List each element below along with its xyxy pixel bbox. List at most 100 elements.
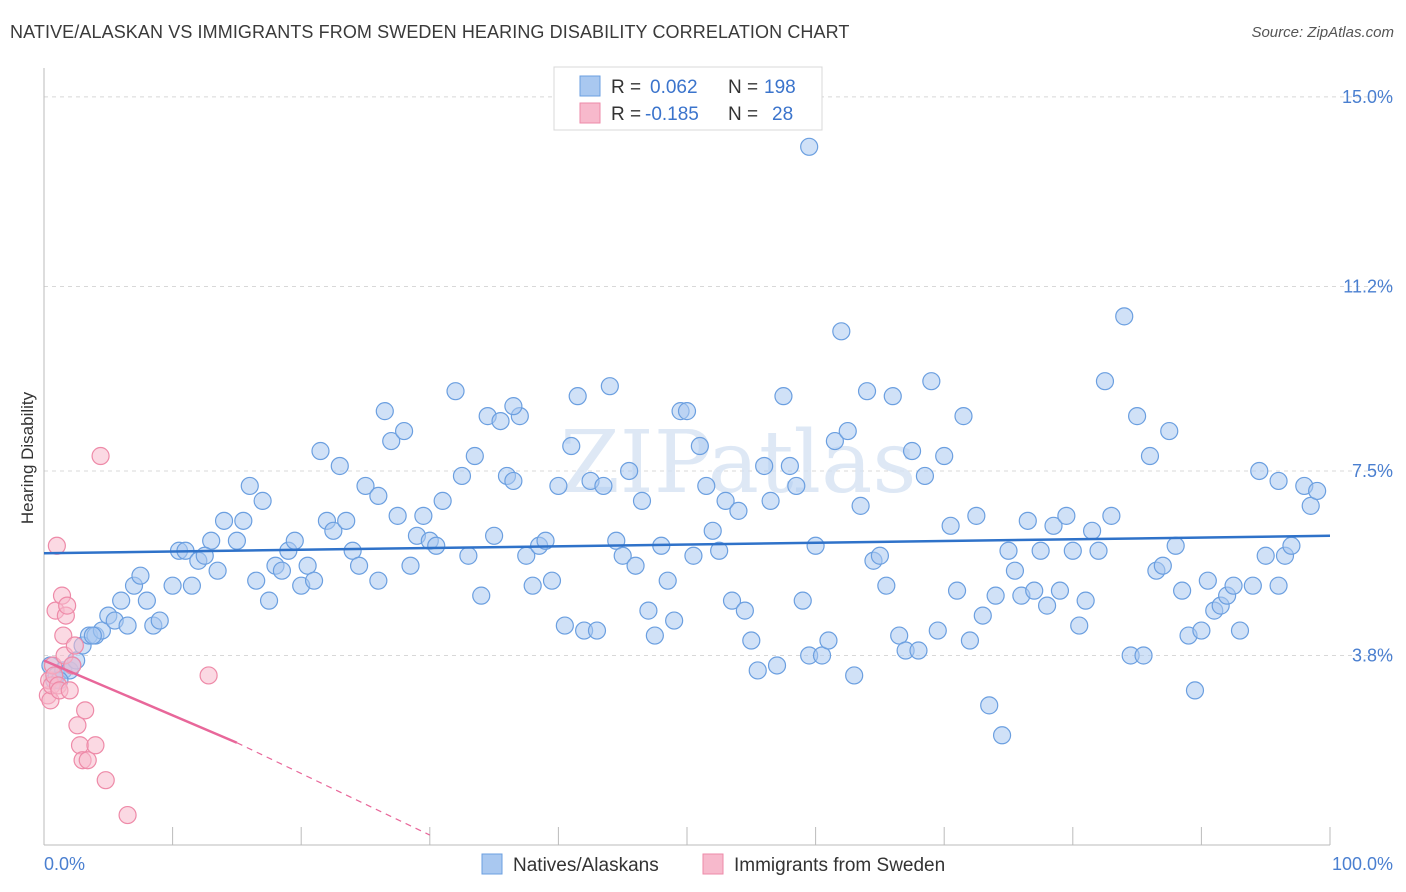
native-point-119 <box>832 322 851 341</box>
native-point-63 <box>472 586 491 605</box>
y-tick-labels: 3.8% 7.5% 11.2% 15.0% <box>1342 87 1393 666</box>
native-point-153 <box>1050 581 1070 600</box>
native-point-13 <box>118 616 137 635</box>
trend-line-sweden-extension <box>236 742 431 836</box>
native-point-40 <box>311 441 330 461</box>
native-point-42 <box>324 521 343 540</box>
native-point-45 <box>343 541 362 560</box>
native-point-53 <box>401 556 420 575</box>
native-point-89 <box>639 601 658 620</box>
native-point-78 <box>568 387 587 406</box>
native-point-142 <box>980 696 999 715</box>
bottom-legend-swatch-pink <box>702 853 724 875</box>
native-point-157 <box>1076 591 1095 610</box>
native-point-137 <box>947 581 967 600</box>
native-point-61 <box>459 546 478 565</box>
legend-r-value-2: -0.185 <box>645 104 699 125</box>
native-point-19 <box>163 576 182 595</box>
sweden-point-25 <box>96 771 115 790</box>
sweden-point-19 <box>70 736 90 755</box>
trend-line-sweden <box>43 659 238 744</box>
native-point-121 <box>845 666 864 685</box>
native-point-152 <box>1044 516 1063 535</box>
native-point-51 <box>388 506 407 525</box>
source-label: Source: ZipAtlas.com <box>1251 24 1394 41</box>
native-point-66 <box>491 411 510 431</box>
native-point-116 <box>812 646 832 665</box>
native-point-90 <box>645 626 664 645</box>
native-point-130 <box>902 441 922 461</box>
native-point-179 <box>1224 576 1243 595</box>
native-point-57 <box>427 536 446 555</box>
native-point-46 <box>349 556 369 575</box>
native-point-111 <box>780 456 799 476</box>
bottom-legend-swatch-blue <box>481 853 503 875</box>
sweden-point-11 <box>54 626 73 645</box>
legend-r-value-1: 0.062 <box>650 77 698 98</box>
native-point-59 <box>446 382 465 401</box>
native-point-107 <box>755 456 774 476</box>
watermark: ZIPatlas <box>560 413 916 513</box>
native-point-148 <box>1018 511 1037 530</box>
native-point-60 <box>452 466 472 486</box>
native-point-12 <box>112 591 131 610</box>
native-point-58 <box>433 491 452 510</box>
native-point-186 <box>1282 536 1301 555</box>
native-point-43 <box>330 456 349 476</box>
native-point-25 <box>208 561 227 580</box>
x-tick-labels: 0.0% 100.0% <box>44 854 1393 874</box>
native-point-28 <box>234 511 253 530</box>
native-point-126 <box>877 576 896 595</box>
native-point-86 <box>620 461 639 481</box>
native-point-87 <box>626 556 645 575</box>
x-tick-label-0: 0.0% <box>44 854 85 874</box>
y-axis-label: Hearing Disability <box>18 391 37 524</box>
native-point-71 <box>523 576 542 595</box>
legend-bottom: Natives/Alaskans Immigrants from Sweden <box>481 853 945 876</box>
bottom-legend-label-blue: Natives/Alaskans <box>513 855 659 876</box>
native-point-15 <box>131 566 150 585</box>
native-point-109 <box>767 656 787 675</box>
native-point-68 <box>504 471 523 491</box>
sweden-point-14 <box>58 596 77 615</box>
native-point-16 <box>137 591 156 610</box>
native-point-75 <box>549 476 568 496</box>
native-point-138 <box>954 407 973 426</box>
native-point-156 <box>1070 616 1089 635</box>
y-tick-label-1: 7.5% <box>1352 461 1393 481</box>
native-point-161 <box>1102 506 1121 525</box>
legend-r-label-1: R = <box>611 77 641 98</box>
native-point-197 <box>1269 471 1288 491</box>
native-point-96 <box>684 546 703 565</box>
native-point-171 <box>1173 581 1192 600</box>
native-point-132 <box>915 466 935 486</box>
sweden-point-7 <box>47 536 66 555</box>
native-point-175 <box>1198 571 1217 590</box>
native-point-131 <box>909 641 928 660</box>
native-point-52 <box>394 421 414 441</box>
native-point-50 <box>382 431 401 451</box>
native-point-183 <box>1256 546 1275 565</box>
native-point-76 <box>555 616 574 635</box>
bottom-legend-label-pink: Immigrants from Sweden <box>734 855 945 876</box>
native-point-26 <box>214 511 234 530</box>
native-point-180 <box>1230 621 1250 640</box>
native-point-92 <box>658 571 677 590</box>
grid-lines <box>44 96 1395 656</box>
legend-top: R = 0.062 N = 198 R = -0.185 N = 28 <box>553 66 823 131</box>
native-point-36 <box>285 531 304 550</box>
native-point-170 <box>1166 536 1185 555</box>
native-point-169 <box>1160 421 1179 441</box>
native-point-65 <box>485 526 504 545</box>
native-point-134 <box>928 621 947 640</box>
y-tick-label-3: 15.0% <box>1342 87 1393 107</box>
native-point-93 <box>665 611 684 630</box>
native-point-128 <box>890 626 909 645</box>
native-point-85 <box>613 546 632 565</box>
native-point-181 <box>1243 576 1262 595</box>
native-point-115 <box>806 536 825 555</box>
sweden-point-27 <box>199 666 218 685</box>
native-point-95 <box>677 402 697 421</box>
native-point-73 <box>536 531 555 550</box>
